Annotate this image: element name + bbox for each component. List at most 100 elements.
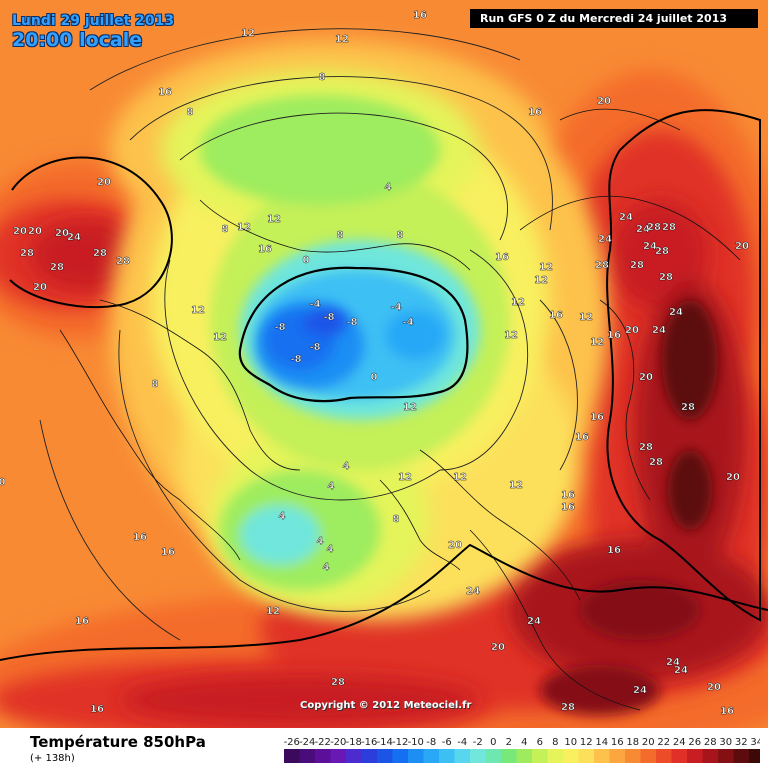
contour-label: 20 xyxy=(55,228,69,239)
contour-label: 24 xyxy=(666,657,680,668)
legend-tick-label: 28 xyxy=(704,737,717,748)
contour-label: 24 xyxy=(67,232,81,243)
legend-tick-label: -18 xyxy=(346,737,362,748)
legend-swatch xyxy=(733,749,749,763)
run-info: Run GFS 0 Z du Mercredi 24 juillet 2013 xyxy=(470,9,758,28)
coldest-field-layer xyxy=(265,308,347,370)
contour-label: 8 xyxy=(222,224,229,235)
contour-label: 16 xyxy=(90,704,104,715)
contour-label: 0 xyxy=(303,255,310,266)
contour-label: 12 xyxy=(453,472,467,483)
legend-swatch xyxy=(532,749,548,763)
copyright: Copyright © 2012 Meteociel.fr xyxy=(300,700,472,711)
legend-swatch xyxy=(423,749,439,763)
contour-label: 20 xyxy=(707,682,721,693)
legend-swatch xyxy=(656,749,672,763)
legend-tick-label: -22 xyxy=(315,737,331,748)
variable-title: Température 850hPa xyxy=(30,733,206,751)
contour-label: 12 xyxy=(509,480,523,491)
contour-label: 4 xyxy=(317,536,324,547)
legend-swatch xyxy=(392,749,408,763)
contour-label: 24 xyxy=(674,665,688,676)
contour-label: 4 xyxy=(328,481,335,492)
legend-tick-label: 2 xyxy=(506,737,512,748)
contour-label: 24 xyxy=(636,224,650,235)
legend-tick-label: -12 xyxy=(392,737,408,748)
contour-label: 4 xyxy=(385,182,392,193)
legend-swatch xyxy=(361,749,377,763)
contour-label: 16 xyxy=(495,252,509,263)
contour-label: 12 xyxy=(398,472,412,483)
contour-label: -8 xyxy=(309,342,320,353)
legend-tick-label: 8 xyxy=(552,737,558,748)
contour-label: 28 xyxy=(681,402,695,413)
contour-label: 8 xyxy=(187,107,194,118)
legend-tick-label: 26 xyxy=(688,737,701,748)
contour-label: 20 xyxy=(639,372,653,383)
contour-label: 16 xyxy=(75,616,89,627)
contour-label: 20 xyxy=(33,282,47,293)
legend-tick-label: 10 xyxy=(564,737,577,748)
contour-label: 16 xyxy=(561,490,575,501)
legend-tick-label: 18 xyxy=(626,737,639,748)
isotherm-lines xyxy=(39,28,578,641)
contour-label: 8 xyxy=(319,72,326,83)
legend-tick-label: 4 xyxy=(521,737,527,748)
contour-label: 12 xyxy=(579,312,593,323)
contour-label: 24 xyxy=(598,234,612,245)
contour-label: -8 xyxy=(346,317,357,328)
contour-label: 20 xyxy=(597,96,611,107)
extreme-field-layer xyxy=(540,300,718,715)
contour-label: 12 xyxy=(237,222,251,233)
contour-20-west xyxy=(9,156,173,308)
contour-label: 28 xyxy=(561,702,575,713)
contour-label: 20 xyxy=(735,241,749,252)
legend-tick-label: 20 xyxy=(642,737,655,748)
legend-tick-label: 32 xyxy=(735,737,748,748)
contour-label: 20 xyxy=(448,540,462,551)
legend-swatch xyxy=(346,749,362,763)
contour-label: 0 xyxy=(371,372,378,383)
contour-label: 16 xyxy=(413,10,427,21)
contour-label: 24 xyxy=(619,212,633,223)
legend-swatch xyxy=(702,749,718,763)
contour-label: 28 xyxy=(655,246,669,257)
contour-label: 28 xyxy=(116,256,130,267)
legend-swatch xyxy=(578,749,594,763)
contour-label: 24 xyxy=(669,307,683,318)
contour-label: 8 xyxy=(397,230,404,241)
contour-label: 12 xyxy=(590,337,604,348)
legend-tick-label: 12 xyxy=(580,737,593,748)
contour-label: -4 xyxy=(309,299,320,310)
contour-label: 20 xyxy=(491,642,505,653)
legend-tick-label: -2 xyxy=(473,737,483,748)
contour-label: 12 xyxy=(335,34,349,45)
legend-tick-label: 0 xyxy=(490,737,496,748)
legend-tick-label: -4 xyxy=(457,737,467,748)
contour-label: 28 xyxy=(50,262,64,273)
legend-swatch xyxy=(687,749,703,763)
forecast-date: Lundi 29 juillet 2013 xyxy=(12,13,175,29)
contour-label: 16 xyxy=(549,310,563,321)
contour-label: 12 xyxy=(191,305,205,316)
contour-label: 16 xyxy=(561,502,575,513)
legend-swatch xyxy=(609,749,625,763)
contour-label: 16 xyxy=(528,107,542,118)
contour-label: 16 xyxy=(720,706,734,717)
contour-label: 12 xyxy=(213,332,227,343)
contour-label: 16 xyxy=(258,244,272,255)
contour-label: 28 xyxy=(595,260,609,271)
legend-swatch xyxy=(501,749,517,763)
contour-label: 20 xyxy=(625,325,639,336)
contour-label: 28 xyxy=(93,248,107,259)
contour-label: 16 xyxy=(133,532,147,543)
contour-label: 12 xyxy=(504,330,518,341)
contour-label: 16 xyxy=(161,547,175,558)
contour-label: 28 xyxy=(20,248,34,259)
legend-swatch xyxy=(284,749,300,763)
coastlines xyxy=(59,108,741,711)
contour-label: 16 xyxy=(607,545,621,556)
legend-swatch xyxy=(454,749,470,763)
legend-swatch xyxy=(377,749,393,763)
legend-tick-label: -24 xyxy=(299,737,315,748)
